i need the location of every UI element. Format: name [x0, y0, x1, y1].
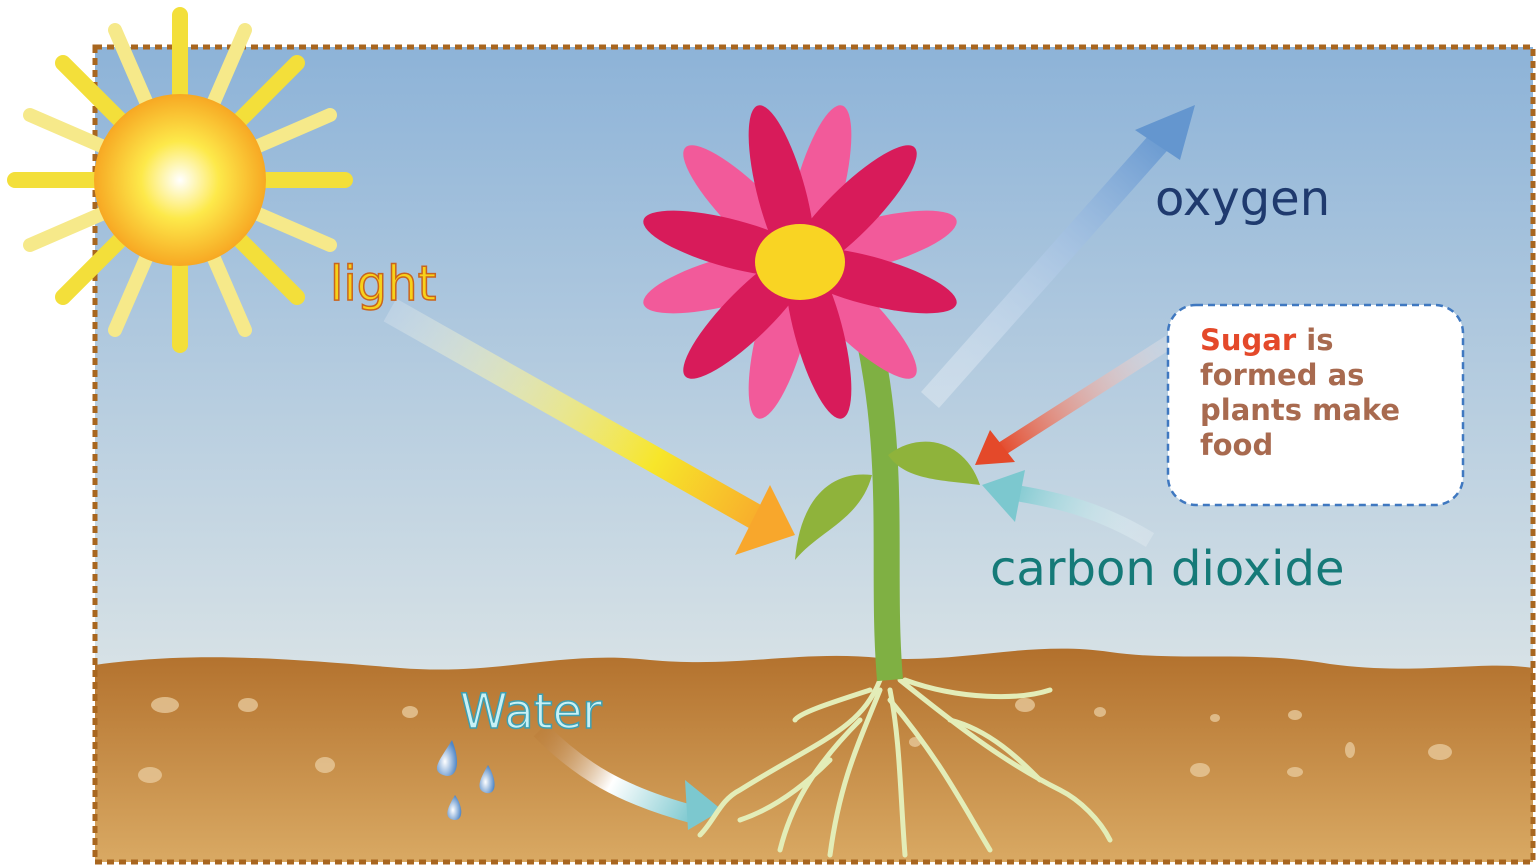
- scene-frame-part-part: [238, 698, 258, 712]
- carbon-dioxide-label: carbon dioxide: [990, 541, 1345, 597]
- scene-frame-part-part: [151, 697, 179, 713]
- diagram: Sugar is formed as plants make food ligh…: [0, 0, 1536, 865]
- sugar-highlight: Sugar: [1200, 323, 1297, 357]
- sugar-text: is: [1306, 323, 1333, 357]
- page: {"labels": {"light": "light", "oxygen": …: [0, 0, 1536, 865]
- light-label: light: [330, 256, 436, 312]
- sugar-text: food: [1200, 428, 1273, 462]
- water-label: Water: [460, 684, 602, 740]
- scene-frame-part-part: [1094, 707, 1106, 717]
- scene-frame-part-part: [315, 757, 335, 773]
- scene-frame-part-part: [1428, 744, 1452, 760]
- scene-frame-part-part: [138, 767, 162, 783]
- scene-frame-part-part: [1190, 763, 1210, 777]
- sun-part: [94, 94, 266, 266]
- sugar-note: Sugar is formed as plants make food: [1168, 305, 1463, 505]
- scene-frame-part-part: [1287, 767, 1303, 777]
- plant-part-part: [755, 224, 845, 300]
- scene-frame-part-part: [1345, 742, 1355, 758]
- sugar-text: plants make: [1200, 393, 1400, 427]
- scene-frame-part-part: [402, 706, 418, 718]
- scene-frame-part-part: [1288, 710, 1302, 720]
- sun: [15, 15, 345, 345]
- sugar-line: Sugar is: [1200, 323, 1333, 357]
- sugar-text: formed as: [1200, 358, 1364, 392]
- scene-frame-part-part: [1015, 698, 1035, 712]
- scene-frame-part-part: [1210, 714, 1220, 722]
- scene-frame-part: [95, 649, 1533, 862]
- oxygen-label: oxygen: [1155, 171, 1330, 227]
